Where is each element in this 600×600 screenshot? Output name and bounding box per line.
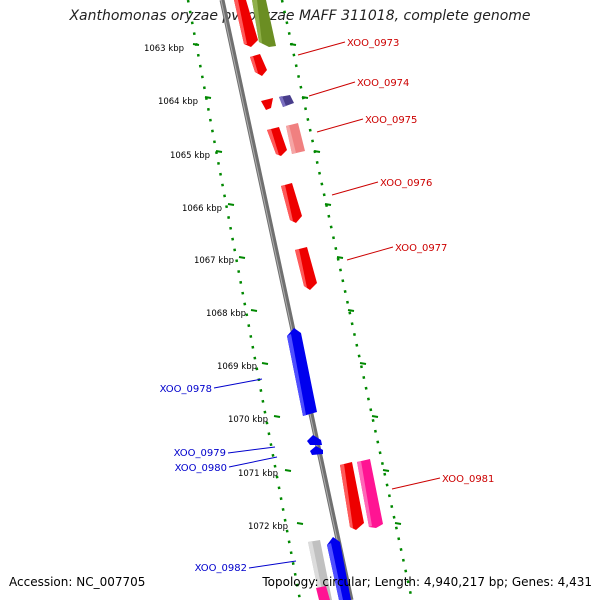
gene-xoo-0982[interactable] [327, 537, 351, 600]
map-title: Xanthomonas oryzae pv. oryzae MAFF 31101… [69, 8, 531, 24]
scale-tick-label: 1065 kbp [170, 151, 210, 161]
forward-gene-pink-bottom[interactable] [316, 586, 330, 600]
leader-line-xoo-0980 [228, 456, 278, 468]
scale-tick-label: 1072 kbp [248, 522, 288, 532]
gene-red-top[interactable] [234, 0, 258, 47]
scale-tick-label: 1071 kbp [238, 469, 278, 479]
leader-line-xoo-0979 [227, 446, 276, 454]
scale-tick-label: 1069 kbp [217, 362, 257, 372]
forward-gene-xoo-0975[interactable] [286, 123, 305, 154]
scale-tick-label: 1070 kbp [228, 415, 268, 425]
leader-line-xoo-0982 [248, 560, 297, 569]
scale-tick-label: 1068 kbp [206, 309, 246, 319]
gene-label-xoo-0976[interactable]: XOO_0976 [380, 178, 432, 189]
gene-xoo-0978[interactable] [287, 328, 317, 416]
gene-xoo-0976[interactable] [281, 183, 302, 223]
leader-line-xoo-0981 [391, 477, 441, 490]
scale-tick-marks [192, 43, 402, 525]
gene-label-xoo-0981[interactable]: XOO_0981 [442, 474, 494, 485]
gene-xoo-0979[interactable] [307, 435, 322, 445]
gene-xoo-0975-red[interactable] [267, 127, 287, 156]
forward-gene-gray[interactable] [308, 540, 332, 600]
gene-label-xoo-0978[interactable]: XOO_0978 [160, 384, 212, 395]
gene-xoo-0974-red[interactable] [261, 98, 273, 110]
gene-label-xoo-0977[interactable]: XOO_0977 [395, 243, 447, 254]
gene-xoo-0977[interactable] [295, 247, 317, 290]
chromosome-backbone-highlight [220, 0, 351, 600]
gene-xoo-0981-red[interactable] [340, 462, 364, 530]
gene-label-xoo-0974[interactable]: XOO_0974 [357, 78, 409, 89]
gene-label-xoo-0982[interactable]: XOO_0982 [195, 563, 247, 574]
left-track-boundary [186, 0, 302, 600]
forward-gene-xoo-0981-pink[interactable] [357, 459, 383, 528]
scale-tick-label: 1067 kbp [194, 256, 234, 266]
gene-xoo-0980[interactable] [310, 446, 323, 455]
right-track-boundary [280, 0, 414, 600]
gene-xoo-0974-purple[interactable] [279, 95, 294, 107]
leader-line-xoo-0978 [213, 378, 263, 389]
scale-tick-label: 1066 kbp [182, 204, 222, 214]
chromosome-backbone [219, 0, 354, 600]
leader-line-xoo-0976 [331, 181, 379, 196]
leader-line-xoo-0975 [316, 118, 364, 133]
leader-line-xoo-0977 [346, 246, 394, 261]
gene-label-xoo-0975[interactable]: XOO_0975 [365, 115, 417, 126]
scale-tick-label: 1063 kbp [144, 44, 184, 54]
gene-xoo-0973[interactable] [250, 54, 267, 76]
forward-gene-olive[interactable] [252, 0, 276, 47]
gene-label-xoo-0973[interactable]: XOO_0973 [347, 38, 399, 49]
gene-label-xoo-0979[interactable]: XOO_0979 [174, 448, 226, 459]
scale-tick-label: 1064 kbp [158, 97, 198, 107]
leader-line-xoo-0974 [308, 81, 356, 97]
accession-text: Accession: NC_007705 [9, 575, 146, 589]
gene-label-xoo-0980[interactable]: XOO_0980 [175, 463, 227, 474]
leader-line-xoo-0973 [297, 41, 346, 56]
genome-summary-text: Topology: circular; Length: 4,940,217 bp… [262, 575, 592, 589]
